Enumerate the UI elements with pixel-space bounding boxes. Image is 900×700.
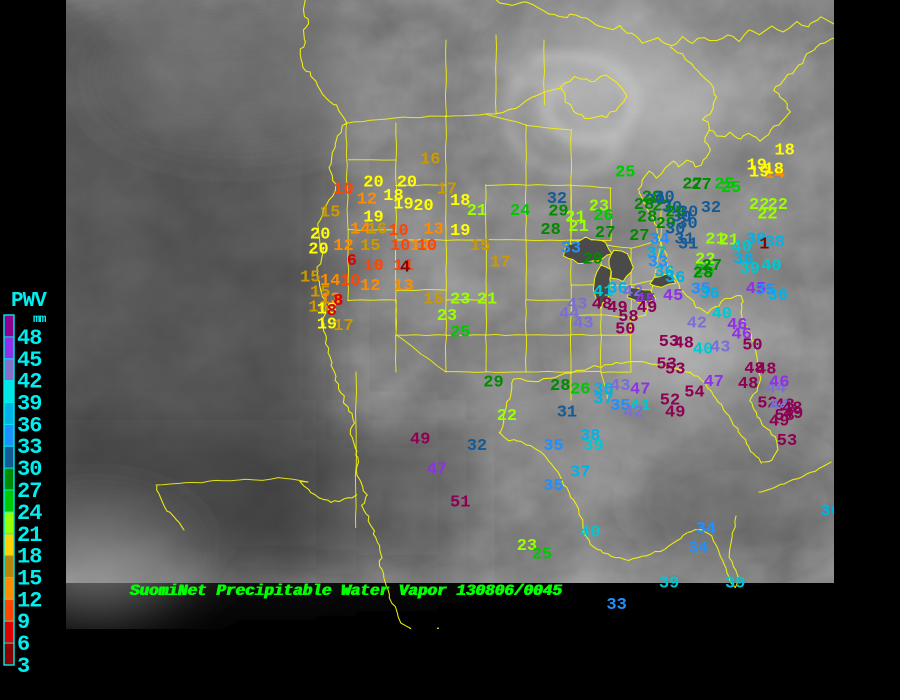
svg-text:15: 15 — [320, 204, 340, 223]
svg-text:29: 29 — [483, 374, 503, 393]
svg-text:27: 27 — [702, 257, 722, 276]
svg-text:35: 35 — [543, 437, 563, 456]
svg-text:45: 45 — [663, 287, 683, 306]
svg-text:49: 49 — [665, 403, 685, 422]
svg-text:21: 21 — [568, 218, 588, 237]
svg-text:34: 34 — [696, 520, 716, 539]
svg-text:32: 32 — [467, 437, 487, 456]
svg-text:25: 25 — [450, 324, 470, 343]
svg-text:22: 22 — [757, 206, 777, 225]
svg-text:27: 27 — [682, 176, 702, 195]
svg-text:46: 46 — [769, 373, 789, 392]
svg-text:3: 3 — [17, 654, 30, 679]
svg-text:49: 49 — [410, 430, 430, 449]
svg-text:40: 40 — [732, 238, 752, 257]
svg-text:16: 16 — [420, 150, 440, 169]
svg-text:22: 22 — [497, 407, 517, 426]
svg-text:12: 12 — [360, 277, 380, 296]
svg-text:20: 20 — [308, 240, 328, 259]
svg-text:33: 33 — [606, 596, 626, 615]
svg-text:40: 40 — [580, 524, 600, 543]
svg-text:48: 48 — [674, 334, 694, 353]
svg-text:39: 39 — [740, 260, 760, 279]
svg-text:34: 34 — [688, 540, 708, 559]
svg-text:19: 19 — [450, 222, 470, 241]
svg-text:42: 42 — [687, 314, 707, 333]
svg-text:10: 10 — [417, 237, 437, 256]
svg-text:17: 17 — [490, 254, 510, 273]
svg-text:36: 36 — [654, 264, 674, 283]
svg-text:53: 53 — [777, 432, 797, 451]
svg-text:10: 10 — [363, 257, 383, 276]
svg-text:25: 25 — [714, 176, 734, 195]
svg-text:43: 43 — [710, 339, 730, 358]
svg-text:25: 25 — [532, 545, 552, 564]
svg-text:39: 39 — [725, 575, 745, 594]
svg-text:31: 31 — [557, 404, 577, 423]
svg-text:PWV: PWV — [11, 290, 47, 313]
svg-text:53: 53 — [665, 360, 685, 379]
svg-text:43: 43 — [573, 314, 593, 333]
svg-text:13: 13 — [393, 277, 413, 296]
svg-text:50: 50 — [742, 336, 762, 355]
svg-text:10: 10 — [333, 180, 353, 199]
svg-text:40: 40 — [761, 257, 781, 276]
svg-text:47: 47 — [704, 373, 724, 392]
svg-text:32: 32 — [701, 199, 721, 218]
svg-text:19: 19 — [393, 195, 413, 214]
svg-text:4: 4 — [400, 259, 410, 278]
svg-text:39: 39 — [583, 437, 603, 456]
svg-text:1: 1 — [759, 236, 769, 255]
svg-text:6: 6 — [347, 252, 357, 271]
svg-text:17: 17 — [333, 317, 353, 336]
svg-text:10: 10 — [340, 272, 360, 291]
svg-text:21: 21 — [477, 290, 497, 309]
svg-text:28: 28 — [540, 221, 560, 240]
svg-text:mm: mm — [33, 312, 46, 326]
svg-text:42: 42 — [623, 404, 643, 423]
svg-text:39: 39 — [659, 575, 679, 594]
svg-text:28: 28 — [550, 377, 570, 396]
svg-text:26: 26 — [570, 380, 590, 399]
svg-text:49: 49 — [769, 412, 789, 431]
svg-text:35: 35 — [543, 477, 563, 496]
svg-text:47: 47 — [427, 460, 447, 479]
svg-text:36: 36 — [768, 286, 788, 305]
svg-text:18: 18 — [764, 161, 784, 180]
svg-text:27: 27 — [595, 224, 615, 243]
svg-text:20: 20 — [413, 197, 433, 216]
svg-text:36: 36 — [699, 285, 719, 304]
svg-text:54: 54 — [684, 384, 704, 403]
svg-text:49: 49 — [637, 299, 657, 318]
svg-text:37: 37 — [570, 464, 590, 483]
svg-text:15: 15 — [360, 237, 380, 256]
svg-text:12: 12 — [357, 190, 377, 209]
svg-text:33: 33 — [561, 240, 581, 259]
svg-text:29: 29 — [582, 251, 602, 270]
svg-text:25: 25 — [615, 163, 635, 182]
svg-text:10: 10 — [390, 237, 410, 256]
svg-text:50: 50 — [615, 321, 635, 340]
svg-text:24: 24 — [510, 202, 530, 221]
svg-text:51: 51 — [450, 494, 470, 513]
svg-text:15: 15 — [470, 237, 490, 256]
svg-text:36: 36 — [820, 503, 834, 522]
svg-text:18: 18 — [450, 192, 470, 211]
svg-text:18: 18 — [774, 141, 794, 160]
